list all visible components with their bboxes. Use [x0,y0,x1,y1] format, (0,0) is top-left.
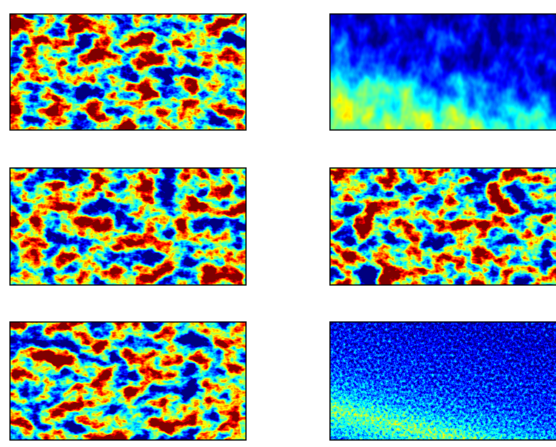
panel [10,322,246,440]
heatmap [330,168,556,285]
heatmap [10,168,246,285]
heatmap [10,14,246,130]
panel [330,168,556,285]
heatmap [330,14,556,130]
heatmap [10,322,246,440]
panel [330,322,556,440]
heatmap [330,322,556,440]
panel [330,14,556,130]
panel [10,14,246,130]
panel [10,168,246,285]
figure [0,0,556,447]
